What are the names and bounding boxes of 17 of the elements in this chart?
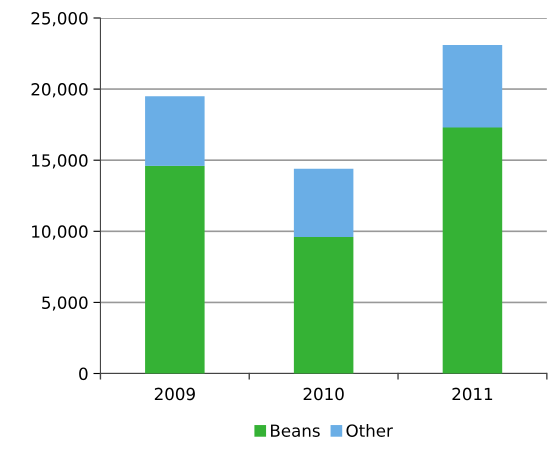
bar [442, 127, 502, 374]
y-tick-label: 25,000 [32, 12, 88, 26]
bar [294, 168, 354, 237]
bar [145, 166, 205, 374]
y-tick-label: 20,000 [32, 83, 88, 98]
bar [442, 45, 502, 128]
y-tick-label: 5,000 [42, 296, 88, 311]
bar [145, 96, 205, 166]
x-tick-label: 2010 [304, 388, 344, 400]
x-tick-label: 2009 [154, 388, 195, 400]
y-tick-label: 15,000 [32, 154, 88, 168]
legend-label: Beans [271, 424, 320, 437]
y-tick-label: 0 [79, 367, 88, 380]
x-tick-label: 2011 [452, 388, 492, 400]
legend-label: Other [346, 424, 393, 437]
bar [294, 236, 354, 374]
y-tick-label: 10,000 [32, 225, 88, 240]
